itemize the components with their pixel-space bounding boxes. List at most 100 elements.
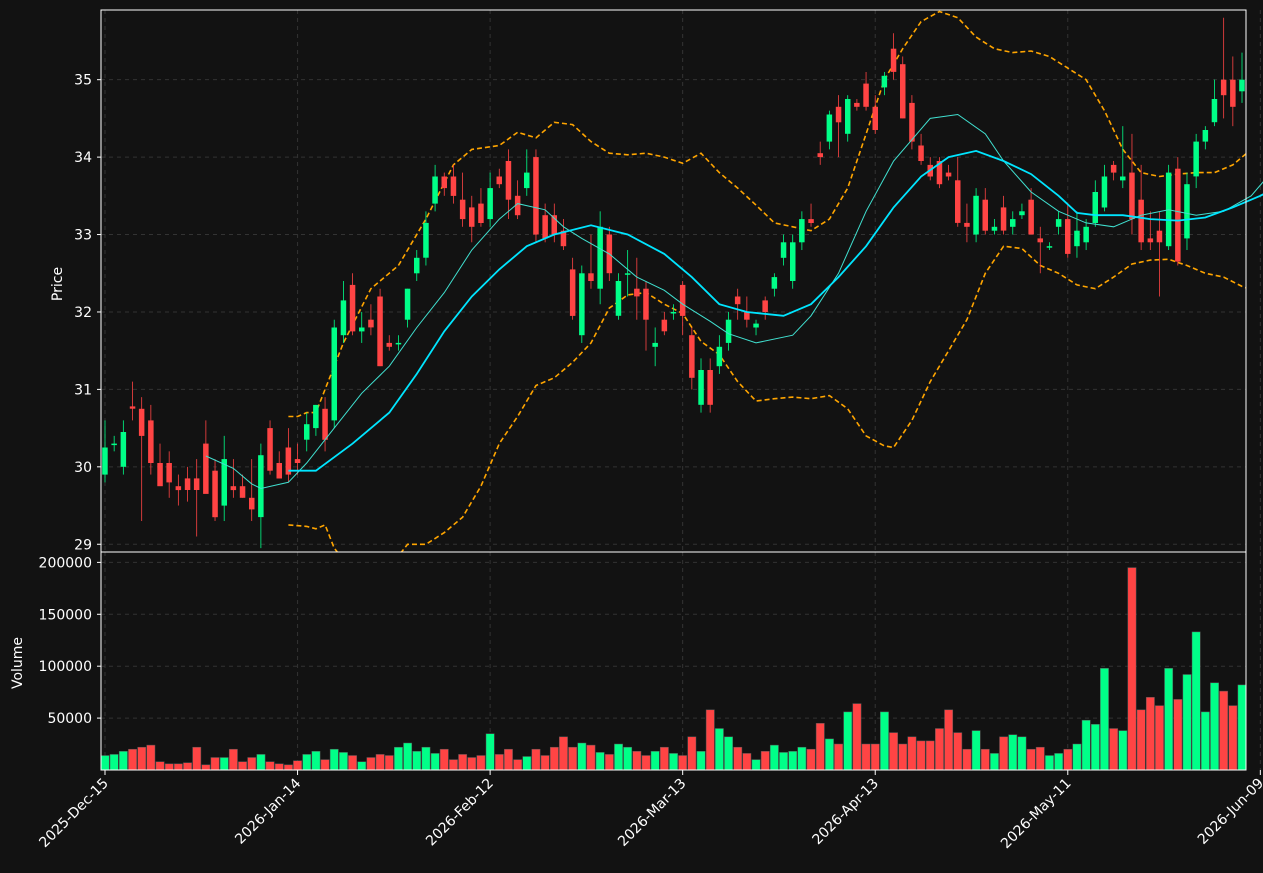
volume-bar-down — [935, 728, 944, 771]
candle-down — [175, 486, 182, 491]
volume-bar-down — [504, 748, 513, 771]
volume-bar-up — [779, 752, 788, 771]
candle-down — [542, 215, 548, 239]
volume-bar-down — [806, 748, 816, 771]
volume-bar-up — [302, 754, 312, 771]
volume-bar-up — [696, 751, 706, 771]
candle-up — [1101, 176, 1108, 208]
volume-bar-down — [1228, 705, 1238, 771]
volume-bar-up — [1200, 711, 1210, 771]
volume-bar-up — [357, 761, 367, 771]
candle-up — [579, 273, 585, 336]
candle-down — [679, 284, 686, 316]
candle-up — [414, 257, 420, 274]
volume-bar-down — [742, 753, 752, 771]
volume-bar-down — [907, 736, 917, 771]
candle-down — [184, 478, 191, 490]
volume-bar-down — [1063, 748, 1073, 771]
moving-average-layer — [205, 113, 1263, 490]
volume-bar-down — [1145, 697, 1155, 771]
candle-down — [744, 312, 750, 320]
volume-bar-up — [1164, 668, 1174, 771]
volume-bar-down — [173, 763, 183, 771]
volume-bar-up — [751, 759, 761, 771]
volume-bar-down — [540, 755, 550, 771]
candle-up — [120, 432, 127, 467]
volume-bar-down — [678, 755, 688, 771]
volume-bar-down — [366, 757, 376, 771]
candle-down — [533, 157, 539, 235]
volume-bar-up — [339, 752, 348, 771]
volume-bar-up — [650, 751, 660, 771]
candle-down — [138, 408, 145, 436]
volume-bar-up — [595, 752, 605, 771]
candle-down — [909, 102, 915, 142]
price-tick-label: 30 — [74, 460, 92, 476]
candle-down — [918, 145, 924, 161]
volume-bar-down — [641, 755, 651, 771]
volume-bar-down — [238, 761, 247, 771]
candle-down — [1065, 219, 1071, 254]
candle-down — [469, 207, 475, 227]
candle-up — [670, 312, 677, 314]
volume-bar-down — [192, 746, 202, 771]
candle-down — [1230, 79, 1236, 107]
candle-down — [368, 319, 374, 328]
candle-down — [322, 408, 328, 440]
candle-up — [799, 219, 805, 243]
candle-down — [900, 64, 906, 119]
candle-up — [753, 323, 759, 328]
candle-down — [1138, 199, 1144, 243]
candle-up — [487, 188, 493, 220]
candle-down — [230, 486, 237, 491]
candle-down — [148, 420, 154, 463]
candle-down — [872, 106, 878, 130]
volume-bar-up — [788, 751, 798, 771]
candle-up — [524, 172, 530, 189]
volume-bar-up — [256, 754, 266, 771]
volume-bar-down — [980, 748, 990, 771]
volume-bar-down — [128, 748, 137, 771]
volume-bar-down — [944, 709, 954, 771]
candle-up — [1046, 246, 1053, 248]
candle-down — [166, 463, 172, 483]
candle-up — [597, 226, 603, 289]
volume-bar-down — [999, 736, 1009, 771]
volume-bar-down — [146, 744, 156, 771]
volume-bar-up — [577, 742, 587, 771]
candle-down — [267, 428, 273, 471]
volume-bar-up — [825, 738, 834, 771]
candle-down — [193, 478, 200, 490]
volume-bar-up — [1100, 668, 1109, 771]
candle-up — [725, 319, 732, 343]
candle-up — [1083, 226, 1089, 243]
candle-up — [1019, 211, 1025, 216]
candle-up — [991, 226, 998, 231]
candle-down — [239, 486, 246, 498]
volume-bar-down — [953, 732, 963, 771]
candle-down — [734, 296, 741, 305]
volume-bar-down — [1109, 728, 1119, 771]
price-tick-label: 33 — [74, 228, 92, 244]
volume-bar-up — [430, 753, 440, 771]
volume-bar-up — [118, 751, 128, 771]
candle-down — [377, 296, 383, 367]
ma-slow-line — [288, 149, 1263, 472]
volume-bar-up — [1090, 724, 1100, 771]
volume-bar-down — [889, 732, 898, 771]
price-axis-label: Price — [50, 267, 66, 301]
volume-bar-up — [412, 751, 422, 771]
volume-bar-down — [586, 744, 596, 771]
candle-up — [881, 75, 888, 88]
volume-bar-up — [797, 746, 807, 771]
candle-down — [1037, 238, 1043, 243]
candle-up — [258, 455, 264, 518]
candle-down — [982, 199, 988, 231]
volume-bar-up — [100, 755, 110, 771]
volume-bar-down — [549, 746, 559, 771]
volume-bar-down — [962, 748, 972, 771]
volume-bar-up — [403, 742, 413, 771]
volume-bar-down — [476, 755, 486, 771]
volume-bars-layer — [100, 567, 1247, 771]
